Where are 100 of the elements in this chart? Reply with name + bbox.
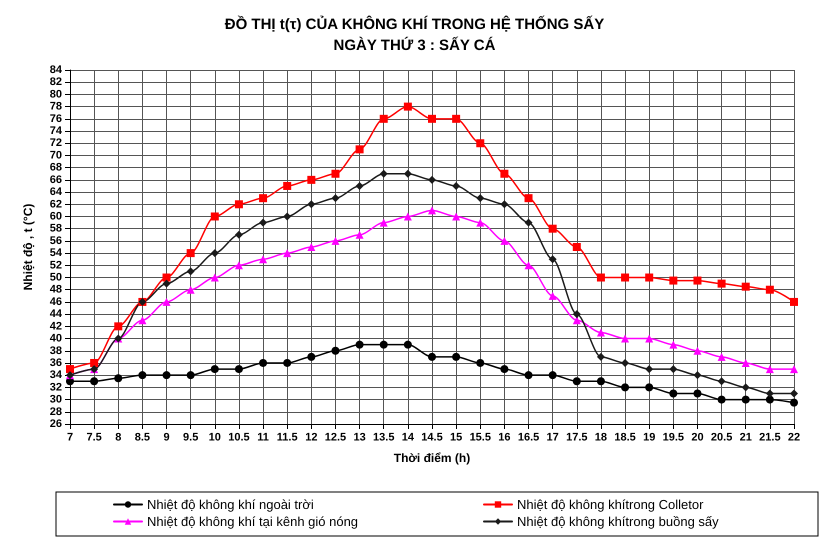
x-tick-label: 20.5	[710, 432, 732, 444]
x-tick-label: 12	[305, 432, 318, 444]
point	[452, 212, 460, 220]
point	[234, 230, 243, 239]
point	[572, 377, 581, 386]
point	[476, 358, 484, 367]
point	[138, 371, 146, 380]
legend-label: Nhiệt độ không khí tại kênh gió nóng	[147, 514, 358, 529]
point	[524, 261, 533, 270]
point	[234, 261, 243, 270]
point	[790, 298, 798, 306]
x-tick-label: 21	[740, 432, 752, 444]
y-tick-label: 54	[50, 247, 63, 260]
point	[790, 365, 798, 374]
y-tick-label: 82	[50, 76, 62, 88]
point	[596, 377, 605, 386]
point	[380, 218, 388, 227]
point	[428, 206, 436, 214]
point	[259, 255, 268, 264]
point	[234, 365, 243, 374]
point	[210, 365, 219, 374]
point	[476, 194, 484, 202]
x-tick-label: 17	[546, 432, 559, 444]
point	[259, 194, 268, 202]
point	[572, 243, 581, 251]
point	[524, 218, 533, 227]
y-tick-label: 50	[50, 272, 62, 284]
point	[234, 200, 243, 208]
x-tick-label: 22	[788, 432, 800, 444]
x-tick-label: 15.5	[470, 432, 491, 444]
point	[428, 114, 436, 123]
point	[693, 276, 702, 285]
y-tick-label: 60	[50, 210, 62, 222]
point	[138, 316, 146, 324]
y-axis-title: Nhiệt độ , t (°C)	[21, 204, 35, 290]
x-tick-label: 18	[594, 432, 608, 444]
point	[476, 218, 484, 227]
point	[669, 340, 678, 349]
point	[307, 243, 316, 251]
x-tick-label: 16.5	[518, 432, 540, 444]
point	[645, 334, 654, 343]
x-tick-label: 8.5	[134, 432, 150, 444]
point	[718, 377, 726, 386]
point	[452, 114, 460, 123]
point	[766, 365, 774, 374]
x-tick-label: 17.5	[566, 432, 588, 444]
point	[428, 176, 436, 184]
x-tick-label: 10	[208, 432, 221, 444]
point	[307, 200, 316, 208]
point	[790, 398, 798, 407]
point	[186, 249, 195, 258]
point	[162, 280, 171, 288]
point	[718, 280, 726, 288]
point	[766, 286, 774, 294]
point	[742, 358, 750, 367]
point	[596, 274, 605, 282]
point	[356, 230, 364, 239]
point	[283, 249, 292, 258]
point	[186, 267, 195, 276]
x-tick-label: 19	[643, 432, 656, 444]
point	[210, 249, 219, 258]
x-tick-label: 9.5	[183, 432, 198, 444]
x-tick-label: 7	[66, 432, 74, 444]
x-tick-label: 14	[402, 432, 415, 444]
y-tick-label: 84	[50, 64, 63, 76]
y-tick-label: 78	[50, 100, 62, 113]
point	[259, 218, 268, 227]
x-tick-label: 20	[691, 432, 704, 444]
y-tick-label: 36	[50, 356, 62, 369]
point	[380, 170, 388, 178]
point	[742, 396, 750, 404]
y-tick-label: 80	[50, 88, 62, 100]
point	[331, 346, 340, 355]
y-tick-label: 40	[50, 332, 62, 345]
y-tick-label: 58	[50, 222, 62, 235]
x-tick-label: 13	[353, 432, 366, 444]
point	[259, 358, 268, 367]
point	[718, 396, 726, 404]
y-tick-label: 56	[50, 234, 62, 247]
point	[476, 139, 484, 148]
point	[186, 286, 195, 294]
point	[404, 212, 412, 220]
point	[548, 224, 557, 233]
point	[331, 170, 340, 178]
point	[693, 371, 702, 380]
point	[307, 176, 316, 184]
x-tick-label: 14.5	[421, 432, 443, 444]
point	[669, 276, 678, 285]
point	[356, 145, 364, 154]
legend-label: Nhiệt độ không khítrong Colletor	[517, 497, 704, 512]
point	[210, 212, 219, 220]
point	[331, 194, 340, 202]
point	[356, 182, 364, 190]
point	[162, 274, 171, 282]
y-tick-label: 72	[50, 137, 62, 150]
point	[356, 340, 364, 349]
x-tick-label: 9	[163, 432, 170, 444]
y-tick-label: 28	[50, 406, 62, 418]
point	[500, 170, 508, 178]
y-tick-label: 66	[50, 174, 62, 186]
